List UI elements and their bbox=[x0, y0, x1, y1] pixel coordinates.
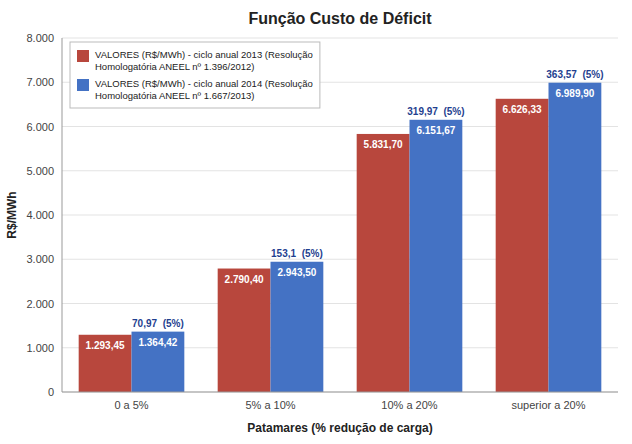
bar bbox=[549, 83, 602, 392]
y-tick-label: 6.000 bbox=[26, 121, 54, 133]
grid-line bbox=[62, 38, 618, 39]
y-tick-label: 1.000 bbox=[26, 342, 54, 354]
labels: 1.293,45 2.790,40 5.831,70 6.626,33 1.364,42… bbox=[86, 69, 604, 351]
legend-swatch bbox=[77, 79, 89, 91]
legend-label: VALORES (R$/MWh) - ciclo anual 2013 (Res… bbox=[95, 49, 313, 72]
bar bbox=[218, 269, 271, 392]
y-tick-label: 4.000 bbox=[26, 209, 54, 221]
y-axis-label: R$/MWh bbox=[5, 191, 19, 238]
legend-frame bbox=[70, 42, 320, 108]
y-tick-label: 7.000 bbox=[26, 76, 54, 88]
bar-value-label: 2.943,50 bbox=[277, 267, 316, 278]
x-tick-label: 5% a 10% bbox=[245, 399, 295, 411]
bar-value-label: 5.831,70 bbox=[364, 139, 403, 150]
bar-value-label: 6.151,67 bbox=[416, 125, 455, 136]
bars bbox=[79, 83, 602, 392]
annotation: 153,1 (5%) bbox=[271, 248, 323, 259]
legend: VALORES (R$/MWh) - ciclo anual 2013 (Res… bbox=[70, 42, 320, 108]
y-tick-label: 5.000 bbox=[26, 165, 54, 177]
bar-value-label: 6.989,90 bbox=[555, 88, 594, 99]
x-tick-label: 10% a 20% bbox=[381, 399, 437, 411]
bar bbox=[132, 332, 185, 392]
bar bbox=[410, 120, 463, 392]
bar-value-label: 2.790,40 bbox=[225, 274, 264, 285]
y-axis-line bbox=[62, 38, 63, 392]
legend-swatch bbox=[77, 50, 89, 62]
bar-value-label: 1.364,42 bbox=[138, 337, 177, 348]
grid-line bbox=[62, 392, 618, 393]
chart: 0 1.000 2.000 3.000 4.000 5.000 6.000 7.000 8.00… bbox=[0, 0, 632, 444]
title: Função Custo de Déficit bbox=[248, 10, 432, 27]
bar bbox=[496, 99, 549, 392]
legend-label: VALORES (R$/MWh) - ciclo anual 2014 (Res… bbox=[95, 78, 313, 101]
x-tick-label: superior a 20% bbox=[512, 399, 586, 411]
bar-value-label: 1.293,45 bbox=[86, 340, 125, 351]
annotation: 319,97 (5%) bbox=[407, 106, 464, 117]
x-axis-label: Patamares (% redução de carga) bbox=[247, 421, 432, 435]
bar bbox=[79, 335, 132, 392]
x-tick-label: 0 a 5% bbox=[114, 399, 148, 411]
bar-value-label: 6.626,33 bbox=[503, 104, 542, 115]
annotation: 70,97 (5%) bbox=[132, 318, 184, 329]
bar bbox=[357, 134, 410, 392]
y-tick-label: 2.000 bbox=[26, 298, 54, 310]
x-axis-line bbox=[62, 392, 618, 393]
y-tick-label: 0 bbox=[48, 386, 54, 398]
y-tick-label: 8.000 bbox=[26, 32, 54, 44]
bar bbox=[271, 262, 324, 392]
y-tick-label: 3.000 bbox=[26, 253, 54, 265]
annotation: 363,57 (5%) bbox=[546, 69, 603, 80]
